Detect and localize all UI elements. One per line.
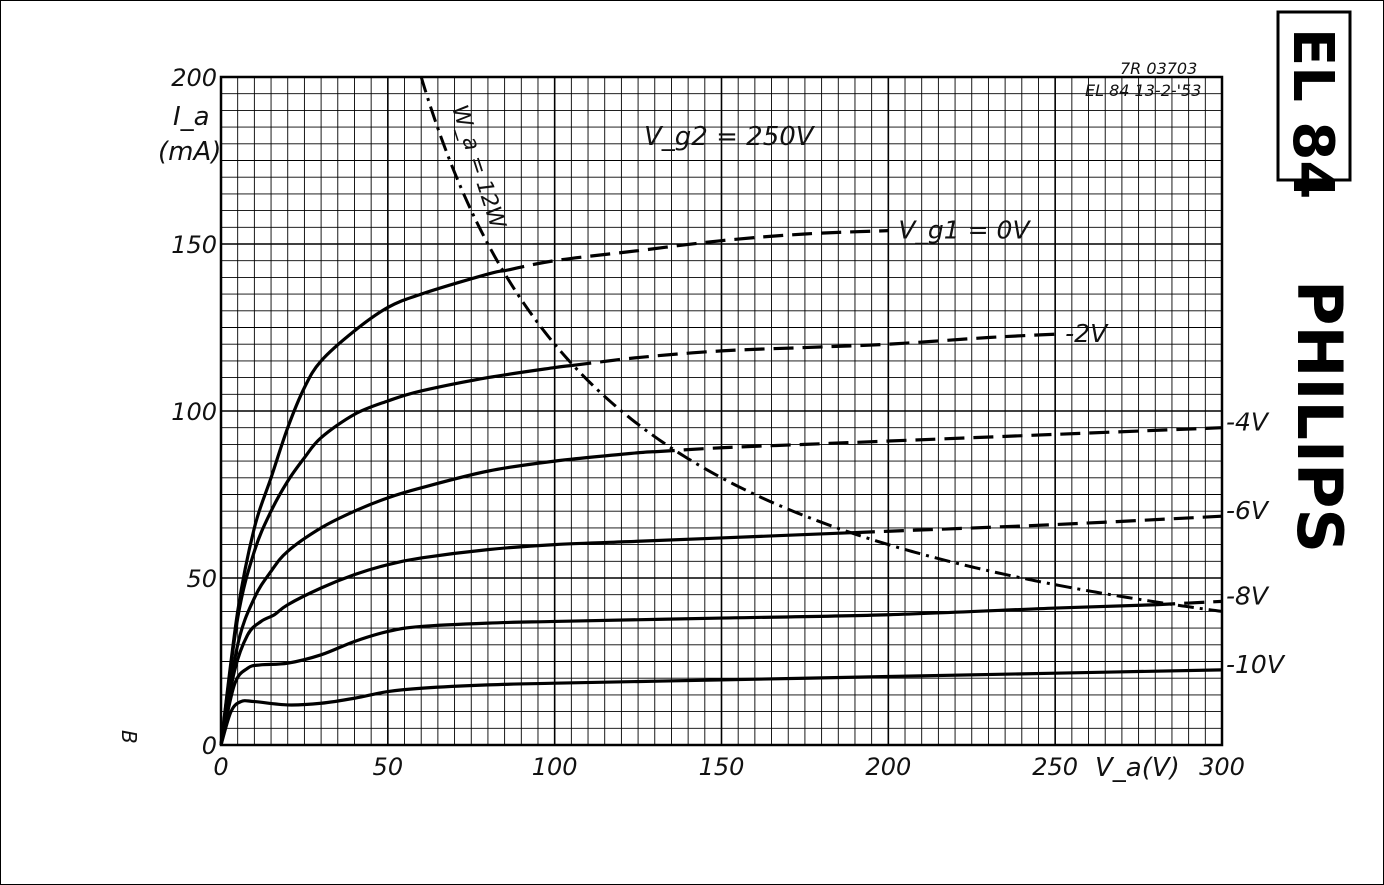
series-label: -10V [1226,650,1286,679]
curve-dashed [571,332,1056,368]
y-tick-labels: 0 50 100 150 200 [171,64,217,760]
curve-solid [219,450,655,746]
x-tick-label: 300 [1199,753,1245,781]
x-tick-label: 200 [865,753,911,781]
reference-code: 7R 03703 [1120,59,1197,78]
reference-date: EL 84 13-2-'53 [1085,81,1201,100]
grid [220,76,1223,746]
y-axis-label-unit: (mA) [158,137,221,167]
x-tick-labels: 0 50 100 150 200 250 300 [213,753,1245,781]
series-label: -2V [1065,319,1109,348]
y-axis-label-quantity: I_a [173,102,210,132]
curve-dashed [504,229,889,273]
x-tick-label: 100 [532,753,578,781]
tube-type-label: EL 84 [1280,28,1345,199]
power-limit-curve [419,76,1223,613]
y-tick-label: 0 [202,732,217,760]
series-label: -8V [1226,581,1270,610]
plot-border [219,75,1224,747]
curve-dashed [1155,599,1223,607]
curve-dashed [854,514,1223,535]
y-tick-label: 150 [171,231,217,259]
curve-solid [219,530,856,746]
brand-logo: PHILIPS [1283,280,1356,553]
series-labels: V_g1 = 0V -2V -4V -6V -8V -10V [898,216,1285,679]
curve-dashed [654,426,1223,454]
condition-label: V_g2 = 250V [644,122,816,152]
x-tick-label: 0 [213,753,228,781]
x-tick-label: 150 [699,753,745,781]
curve-solid [219,363,572,746]
series-label: -4V [1226,408,1270,437]
tube-label-box [1276,10,1352,182]
y-tick-label: 50 [186,565,217,593]
series-label: -6V [1226,496,1270,525]
curves [219,229,1223,746]
curve-solid [219,603,1156,746]
curve-solid [219,269,505,746]
x-tick-label: 250 [1032,753,1078,781]
power-limit-label: W_a = 12W [446,102,510,233]
curve-solid [219,668,1223,746]
x-axis-label: V_a(V) [1095,753,1180,783]
y-tick-label: 200 [171,64,217,92]
x-tick-label: 50 [373,753,404,781]
series-label: V_g1 = 0V [898,216,1031,245]
corner-mark: B [117,730,141,744]
y-tick-label: 100 [171,398,217,426]
